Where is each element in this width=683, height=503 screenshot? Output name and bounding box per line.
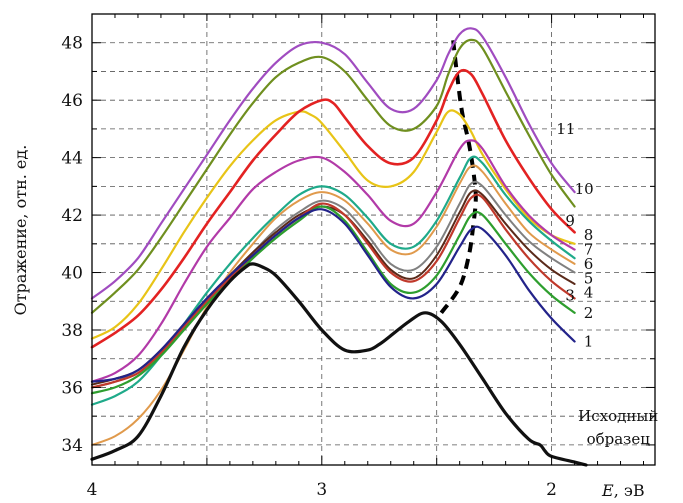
curve-label-5: 5 [584,269,594,287]
curve-label-9: 9 [565,212,575,230]
series-line-dashed [439,36,478,314]
curve-label-6: 6 [584,255,594,273]
y-axis-label: Отражение, отн. ед. [11,145,30,316]
ticks [91,14,655,465]
curve-label-10: 10 [575,180,594,198]
curves [90,27,588,467]
x-tick-label: 4 [87,480,98,500]
series-line-Исходный-образец [90,262,588,467]
curve-label-7: 7 [584,241,594,259]
grid [92,14,655,465]
x-tick-label: 2 [546,480,557,500]
y-tick-label: 46 [61,91,83,111]
series-line-11 [90,27,576,300]
y-tick-label: 34 [61,436,83,456]
y-tick-label: 38 [61,321,83,341]
y-tick-label: 42 [61,206,83,226]
x-tick-label: 3 [316,480,327,500]
annotation-label: Исходный [578,407,658,425]
annotation-label: образец [587,430,651,448]
curve-label-1: 1 [584,332,594,350]
series-line-2 [90,205,576,395]
curve-label-3: 3 [565,287,575,305]
series-line-8 [90,139,576,383]
series-line-9 [90,68,576,349]
y-tick-label: 40 [61,264,83,284]
series-line-unlabeled [90,109,576,340]
series-line-10 [90,38,576,314]
plot-frame [91,13,656,466]
x-axis-label: E, эВ [601,481,645,500]
y-tick-label: 44 [61,149,83,169]
y-tick-label: 36 [61,378,83,398]
curve-label-8: 8 [584,226,594,244]
annotations: Исходный образец [578,407,658,448]
y-tick-label: 48 [61,34,83,54]
curve-label-11: 11 [556,120,575,138]
curve-label-4: 4 [584,284,594,302]
curve-label-2: 2 [584,304,594,322]
series-line-3 [90,193,576,389]
series-line-1 [90,208,576,383]
